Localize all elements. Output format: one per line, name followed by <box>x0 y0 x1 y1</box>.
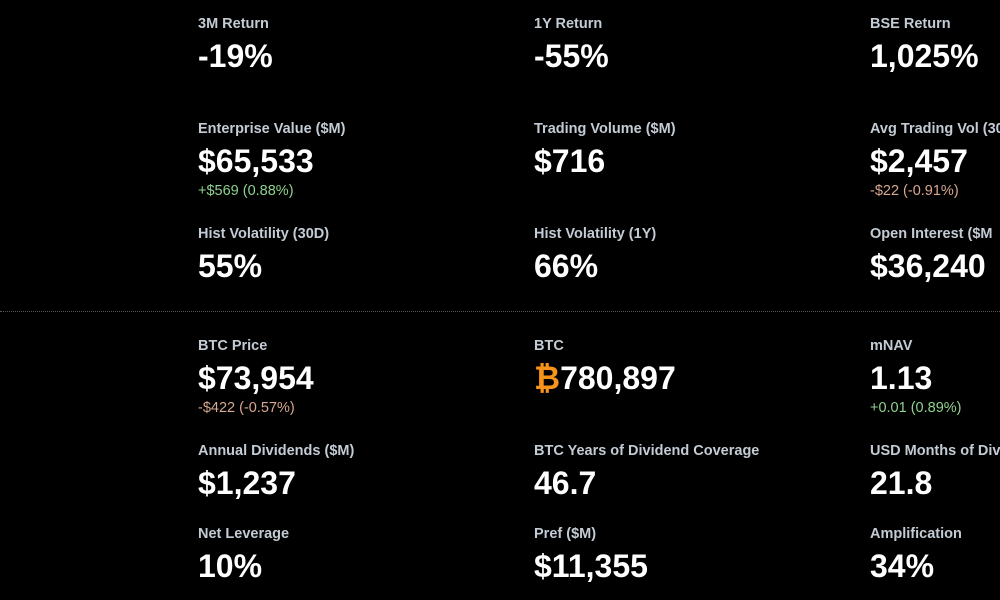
stat-value: $73,954 <box>198 359 314 397</box>
stat: Hist Volatility (30D) 55% <box>198 225 329 285</box>
stat-label: Trading Volume ($M) <box>534 121 676 137</box>
value-text: 34% <box>870 548 935 584</box>
stat: Trading Volume ($M) $716 <box>534 120 676 180</box>
stat: 3M Return -19% <box>198 15 273 75</box>
value-text: $73,954 <box>198 360 314 396</box>
stat-value: 1,025% <box>870 37 979 75</box>
stat-label: 3M Return <box>198 16 269 32</box>
stat-value: $716 <box>534 142 676 180</box>
stat-value: ₿780,897 <box>534 359 676 397</box>
stat-value: 66% <box>534 247 656 285</box>
stat-value: 46.7 <box>534 464 759 502</box>
value-text: $11,355 <box>534 548 648 584</box>
divider <box>0 311 1000 312</box>
stat-label: Hist Volatility (30D) <box>198 226 330 242</box>
value-text: $65,533 <box>198 143 314 179</box>
stat-change: +$569 (0.88%) <box>198 183 294 199</box>
stat-value: $2,457 <box>870 142 1000 180</box>
stat: Annual Dividends ($M) $1,237 <box>198 442 354 502</box>
stat-label: USD Months of Div <box>870 443 1000 459</box>
stat-value: -19% <box>198 37 273 75</box>
stat-label: BTC <box>534 338 564 354</box>
stat: Enterprise Value ($M) $65,533 +$569 (0.88%… <box>198 120 345 200</box>
stat-label: mNAV <box>870 338 913 354</box>
stat-label: Open Interest ($M <box>870 226 993 242</box>
stat-change: +0.01 (0.89%) <box>870 400 962 416</box>
stat: Avg Trading Vol (30 $2,457 -$22 (-0.91%) <box>870 120 1000 200</box>
stat-value: 21.8 <box>870 464 1000 502</box>
stat-value: -55% <box>534 37 609 75</box>
value-text: 21.8 <box>870 465 933 501</box>
value-text: -55% <box>534 38 609 74</box>
value-text: $36,240 <box>870 248 986 284</box>
stat-value: 55% <box>198 247 329 285</box>
stat: Pref ($M) $11,355 <box>534 525 648 585</box>
value-text: 1.13 <box>870 360 933 396</box>
stat: Amplification 34% <box>870 525 962 585</box>
stat-label: Hist Volatility (1Y) <box>534 226 657 242</box>
stat: mNAV 1.13 +0.01 (0.89%) <box>870 337 962 417</box>
stat-value: $1,237 <box>198 464 354 502</box>
value-text: 46.7 <box>534 465 597 501</box>
stat-label: 1Y Return <box>534 16 603 32</box>
stat: BTC ₿780,897 <box>534 337 676 397</box>
value-text: 780,897 <box>560 360 676 396</box>
value-text: $2,457 <box>870 143 968 179</box>
stat-value: 1.13 <box>870 359 962 397</box>
stat-value: $11,355 <box>534 547 648 585</box>
stat: Open Interest ($M $36,240 <box>870 225 992 285</box>
stat-label: BTC Price <box>198 338 268 354</box>
stat: BTC Price $73,954 -$422 (-0.57%) <box>198 337 314 417</box>
stat-value: 10% <box>198 547 289 585</box>
stat-change: -$422 (-0.57%) <box>198 400 295 416</box>
stat-label: Amplification <box>870 526 962 542</box>
stat: BSE Return 1,025% <box>870 15 979 75</box>
stat-label: Enterprise Value ($M) <box>198 121 346 137</box>
stat-label: BSE Return <box>870 16 951 32</box>
stat-label: BTC Years of Dividend Coverage <box>534 443 760 459</box>
stat-change: -$22 (-0.91%) <box>870 183 959 199</box>
stat-label: Annual Dividends ($M) <box>198 443 355 459</box>
stat-label: Pref ($M) <box>534 526 597 542</box>
currency-symbol: ₿ <box>534 360 561 396</box>
stat-value: $36,240 <box>870 247 992 285</box>
value-text: 10% <box>198 548 263 584</box>
stat: USD Months of Div 21.8 <box>870 442 1000 502</box>
stat-label: Avg Trading Vol (30 <box>870 121 1000 137</box>
stat-value: $65,533 <box>198 142 345 180</box>
value-text: $1,237 <box>198 465 296 501</box>
stat: Hist Volatility (1Y) 66% <box>534 225 656 285</box>
stat: Net Leverage 10% <box>198 525 289 585</box>
value-text: 55% <box>198 248 263 284</box>
value-text: 66% <box>534 248 599 284</box>
stat: BTC Years of Dividend Coverage 46.7 <box>534 442 759 502</box>
stat: 1Y Return -55% <box>534 15 609 75</box>
value-text: -19% <box>198 38 273 74</box>
stat-label: Net Leverage <box>198 526 290 542</box>
value-text: $716 <box>534 143 606 179</box>
stat-value: 34% <box>870 547 962 585</box>
value-text: 1,025% <box>870 38 979 74</box>
